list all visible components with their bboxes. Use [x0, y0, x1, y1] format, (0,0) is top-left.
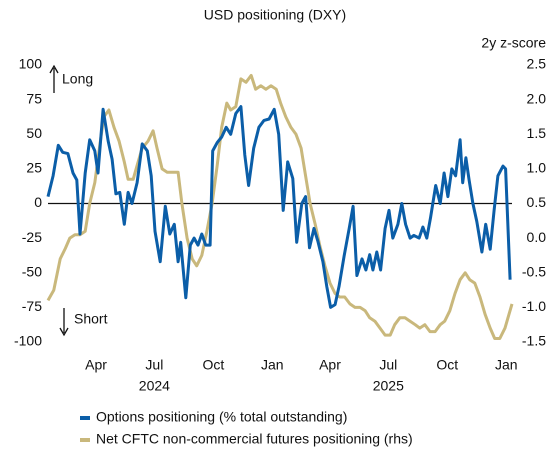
year-label: 2024 [139, 378, 170, 394]
y-tick-label: -100 [14, 333, 42, 349]
y-tick-label: 100 [19, 56, 43, 72]
annotation: Short [74, 311, 108, 327]
y-tick-label: 25 [26, 160, 42, 176]
y2-tick-label: 0.5 [527, 194, 547, 210]
x-tick-label: Oct [436, 357, 458, 373]
x-tick-label: Jan [261, 357, 284, 373]
x-tick-label: Apr [319, 357, 341, 373]
legend-label: Net CFTC non-commercial futures position… [96, 431, 413, 447]
year-label: 2025 [373, 378, 404, 394]
series-line [46, 73, 514, 340]
y-tick-label: -75 [22, 298, 42, 314]
x-tick-label: Apr [85, 357, 107, 373]
arrow-up-head [49, 64, 59, 74]
x-tick-label: Jul [379, 357, 397, 373]
x-tick-label: Jan [495, 357, 518, 373]
y2-tick-label: 0.0 [527, 229, 547, 245]
chart-title: USD positioning (DXY) [204, 7, 346, 23]
y-tick-label: 75 [26, 90, 42, 106]
y2-tick-label: -1.5 [522, 333, 546, 349]
series-line [46, 105, 512, 309]
y2-axis-label: 2y z-score [481, 35, 546, 51]
y-tick-label: -50 [22, 263, 42, 279]
annotation: Long [62, 71, 93, 87]
y2-tick-label: 1.5 [527, 125, 547, 141]
arrow-down-head [59, 327, 69, 337]
legend-label: Options positioning (% total outstanding… [96, 409, 347, 425]
x-tick-label: Jul [145, 357, 163, 373]
y2-tick-label: 2.5 [527, 56, 547, 72]
y2-tick-label: 2.0 [527, 90, 547, 106]
y-tick-label: 0 [34, 194, 42, 210]
y-tick-label: 50 [26, 125, 42, 141]
x-tick-label: Oct [202, 357, 224, 373]
y2-tick-label: -0.5 [522, 263, 546, 279]
y2-tick-label: 1.0 [527, 160, 547, 176]
y2-tick-label: -1.0 [522, 298, 546, 314]
y-tick-label: -25 [22, 229, 42, 245]
